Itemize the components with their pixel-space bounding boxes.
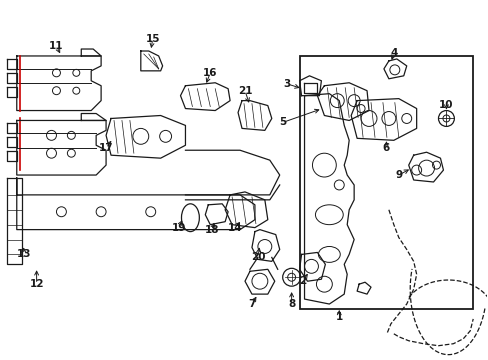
- Text: 15: 15: [145, 34, 160, 44]
- Text: 8: 8: [287, 299, 295, 309]
- Text: 18: 18: [204, 225, 219, 235]
- Text: 6: 6: [382, 143, 389, 153]
- Text: 2: 2: [298, 276, 305, 286]
- Text: 7: 7: [248, 299, 255, 309]
- Text: 10: 10: [438, 100, 453, 109]
- Text: 12: 12: [29, 279, 44, 289]
- Text: 11: 11: [49, 41, 63, 51]
- Text: 4: 4: [389, 48, 397, 58]
- Text: 19: 19: [171, 222, 185, 233]
- Text: 21: 21: [237, 86, 252, 96]
- Text: 9: 9: [394, 170, 402, 180]
- Text: 20: 20: [250, 252, 264, 262]
- Text: 16: 16: [203, 68, 217, 78]
- Text: 3: 3: [283, 79, 290, 89]
- Text: 17: 17: [99, 143, 113, 153]
- Text: 1: 1: [335, 312, 342, 322]
- Text: 14: 14: [227, 222, 242, 233]
- Text: 5: 5: [279, 117, 286, 127]
- Bar: [299, 56, 472, 309]
- Text: 13: 13: [17, 249, 31, 260]
